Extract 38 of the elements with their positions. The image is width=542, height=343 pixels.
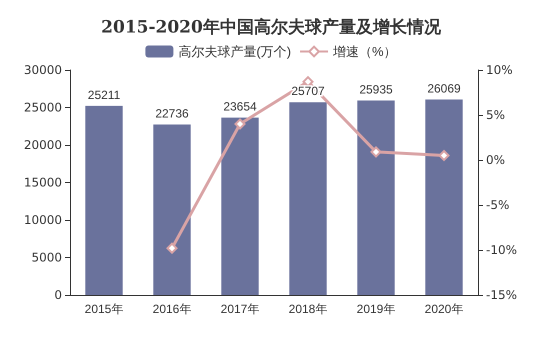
x-tick-label: 2018年 (288, 302, 328, 316)
y2-tick-label: -5% (486, 198, 510, 212)
bar (85, 106, 123, 295)
y2-tick-label: -15% (486, 288, 518, 302)
y-tick-label: 5000 (31, 250, 62, 264)
y2-tick-label: 10% (486, 63, 513, 77)
x-tick-label: 2015年 (84, 302, 124, 316)
y-tick-label: 20000 (24, 138, 62, 152)
y-tick-label: 15000 (24, 176, 62, 190)
legend-label: 增速（%） (332, 44, 397, 59)
point (234, 118, 246, 130)
point (166, 242, 178, 254)
y-tick-label: 10000 (24, 213, 62, 227)
point (438, 150, 450, 161)
point (370, 146, 382, 158)
x-tick-label: 2019年 (356, 302, 396, 316)
y2-tick-label: 5% (486, 108, 506, 122)
data-label: 25935 (359, 82, 394, 96)
y2-tick-label: 0% (486, 153, 506, 167)
x-tick-label: 2020年 (424, 302, 464, 316)
data-label: 26069 (427, 81, 462, 96)
x-tick-label: 2016年 (152, 302, 192, 316)
bar (357, 100, 395, 295)
y-tick-label: 0 (54, 288, 62, 302)
bar (425, 99, 463, 295)
chart-title: 2015-2020年中国高尔夫球产量及增长情况 (101, 18, 442, 38)
y-tick-label: 30000 (24, 63, 62, 77)
y2-tick-label: -10% (486, 243, 518, 257)
legend-label: 高尔夫球产量(万个) (178, 44, 292, 59)
data-label: 22736 (155, 106, 190, 120)
data-label: 25707 (291, 84, 326, 98)
bar (289, 102, 327, 295)
bar (153, 124, 191, 295)
x-tick-label: 2017年 (220, 302, 260, 316)
data-label: 25211 (88, 88, 121, 102)
y-tick-label: 25000 (24, 100, 62, 114)
data-label: 23654 (223, 100, 258, 114)
bar (221, 118, 259, 295)
